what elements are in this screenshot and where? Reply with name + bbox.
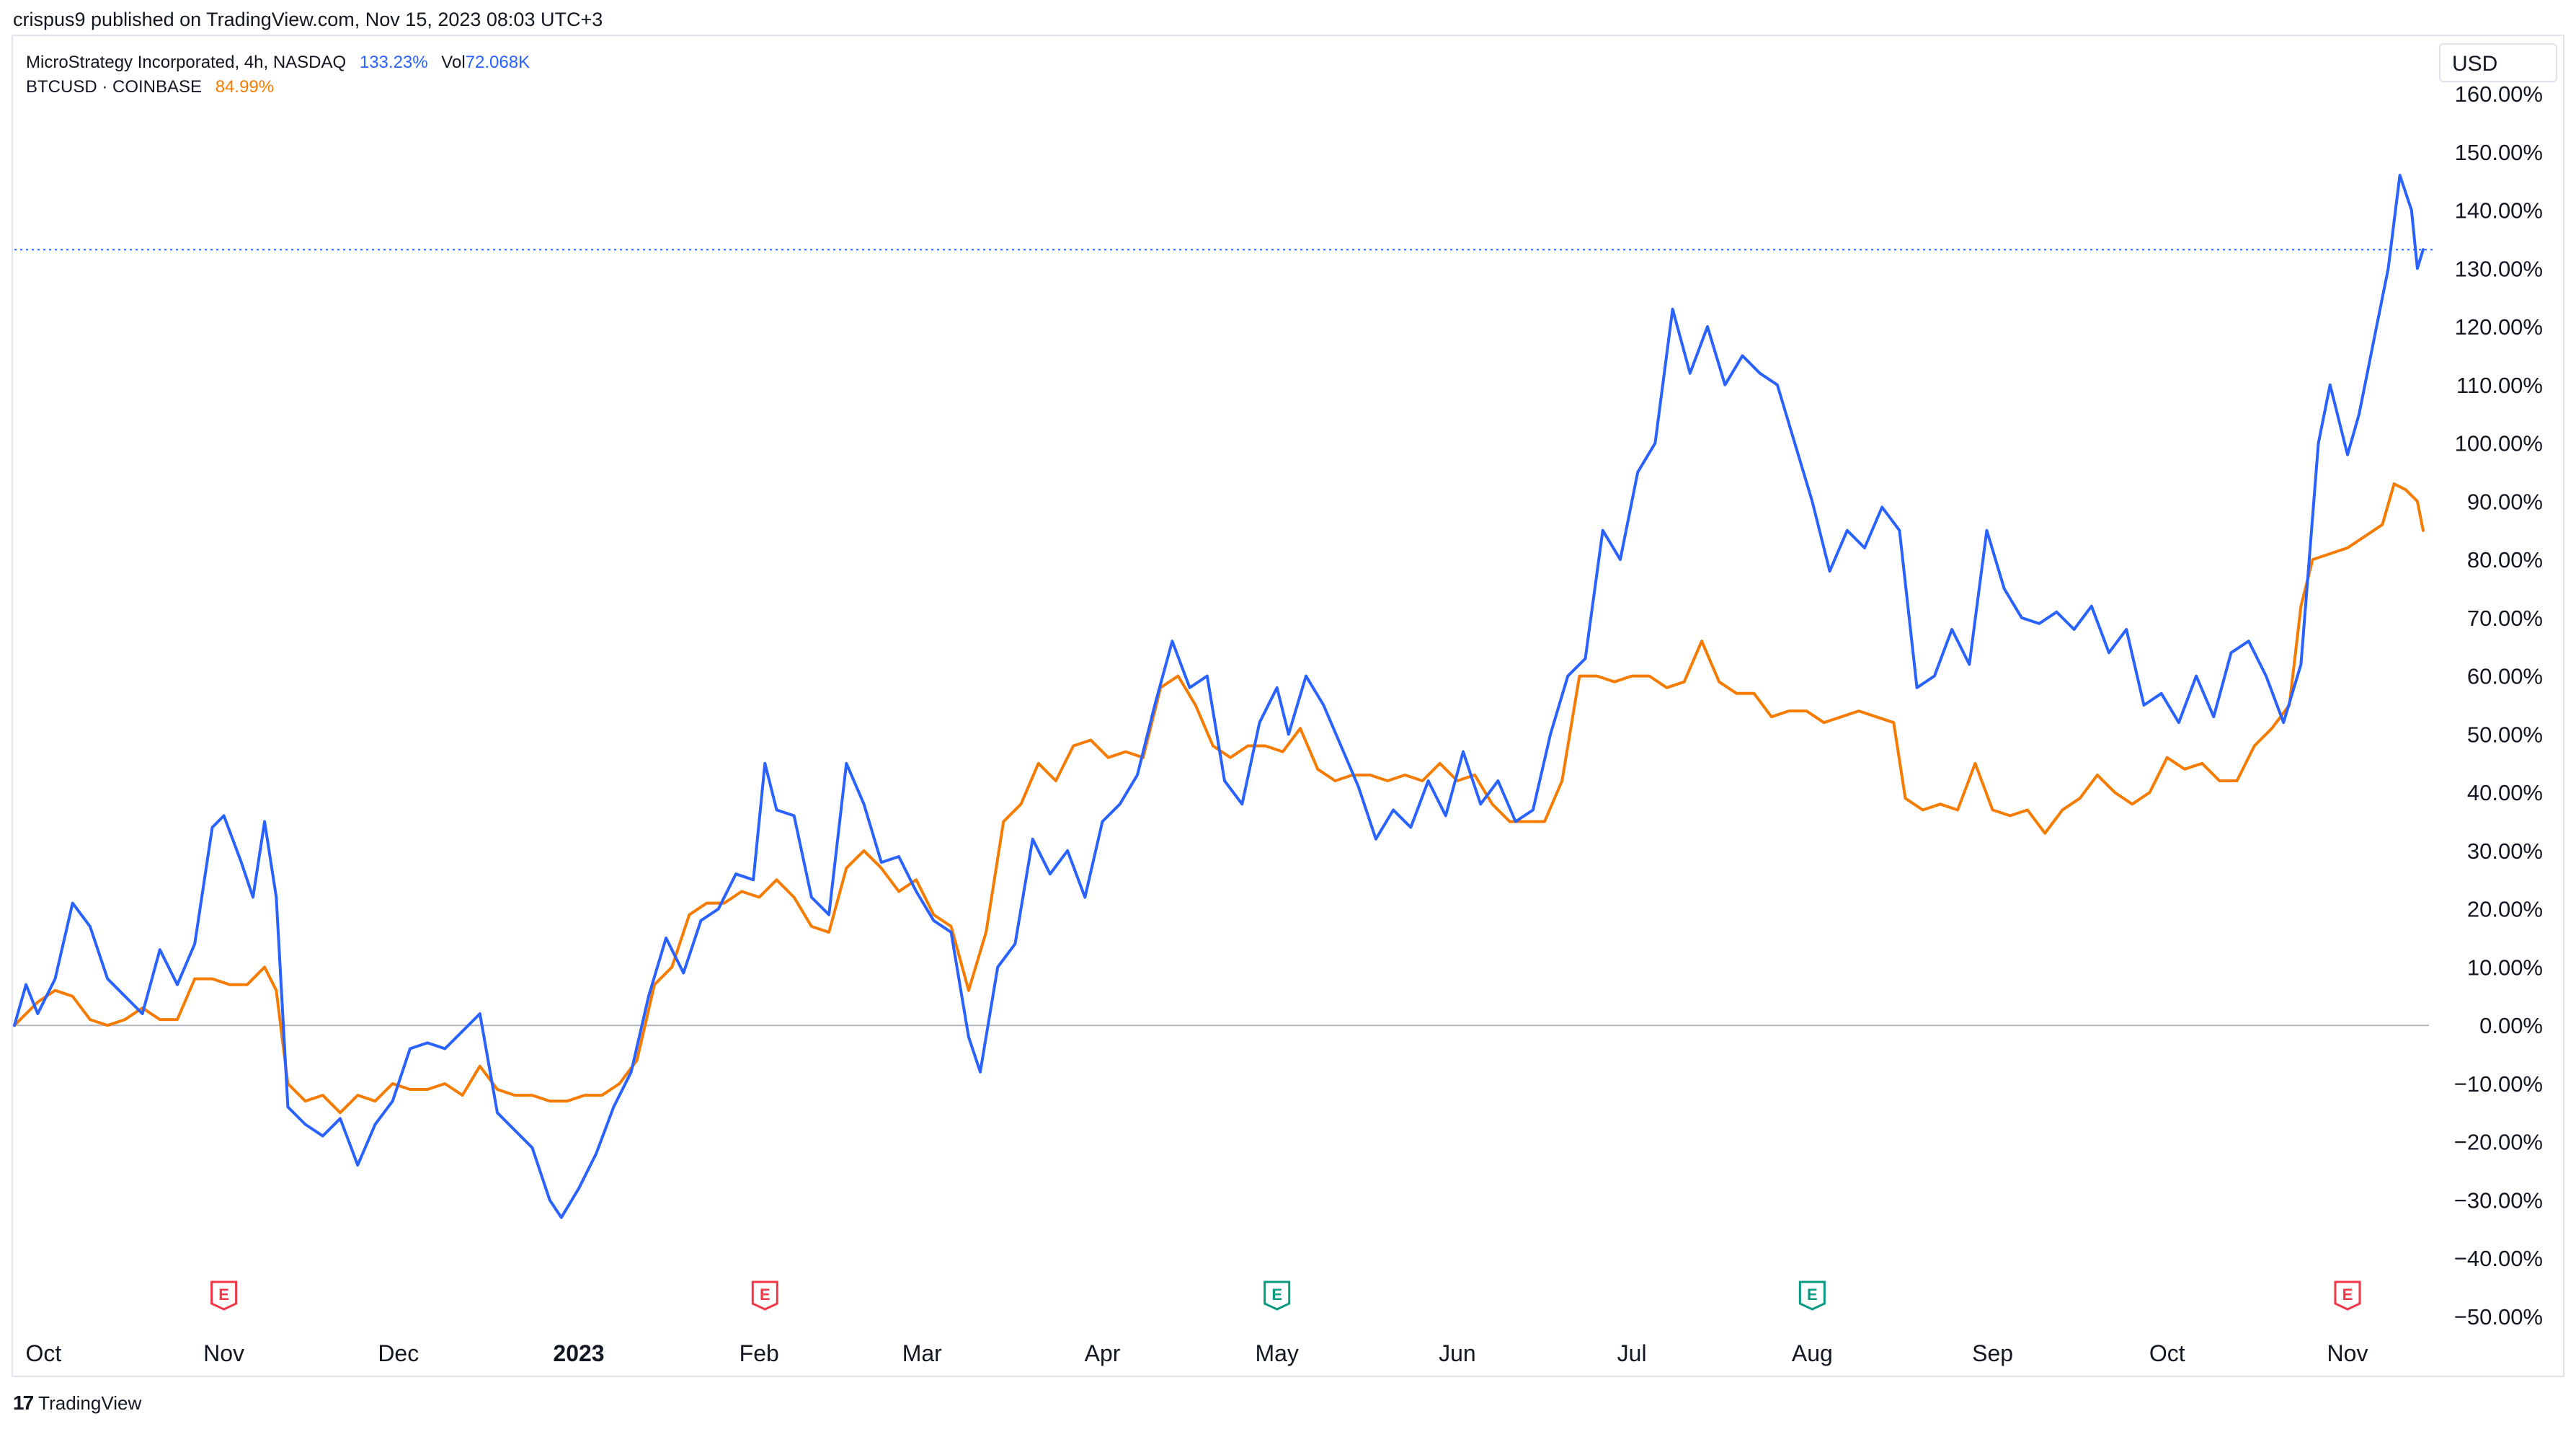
y-tick-label: −20.00% [2454,1130,2543,1155]
y-axis[interactable]: 160.00% 150.00% 140.00% 130.00% 120.00% 110.0… [2454,81,2543,1330]
currency-button[interactable]: USD [2439,43,2557,82]
legend-mstr-name: MicroStrategy Incorporated, 4h, NASDAQ [26,53,347,72]
y-tick-label: 90.00% [2467,489,2543,514]
earnings-marker-label: E [1807,1286,1818,1304]
legend-vol-label: Vol [441,53,466,72]
earnings-marker-label: E [218,1286,229,1304]
y-tick-label: 0.00% [2479,1013,2543,1038]
earnings-marker-shape [751,1280,778,1311]
y-tick-label: 70.00% [2467,606,2543,631]
x-tick-label: Nov [2327,1340,2368,1366]
legend-row-mstr[interactable]: MicroStrategy Incorporated, 4h, NASDAQ 1… [26,50,530,75]
earnings-marker-red[interactable]: E [2334,1280,2361,1311]
chart-legend: MicroStrategy Incorporated, 4h, NASDAQ 1… [26,50,530,99]
y-tick-label: 60.00% [2467,664,2543,689]
x-tick-label: Nov [203,1340,244,1366]
x-tick-label: Sep [1972,1340,2013,1366]
earnings-marker-green[interactable]: E [1263,1280,1291,1311]
earnings-marker-red[interactable]: E [751,1280,778,1311]
legend-btc-name: BTCUSD · COINBASE [26,77,203,97]
x-axis[interactable]: Oct Nov Dec 2023 Feb Mar Apr May Jun Jul Aug Sep Oct… [25,1340,2368,1366]
tradingview-logo-icon: 17 [13,1392,34,1414]
y-tick-label: 10.00% [2467,955,2543,980]
x-tick-label: May [1255,1340,1298,1366]
y-tick-label: −30.00% [2454,1187,2543,1213]
y-tick-label: 110.00% [2456,373,2543,398]
y-tick-label: 150.00% [2455,140,2543,165]
y-tick-label: −10.00% [2454,1071,2543,1097]
btc-series-line[interactable] [13,482,2425,1115]
earnings-marker-shape [1798,1280,1826,1311]
mstr-series-line[interactable] [13,174,2425,1219]
y-tick-label: −40.00% [2454,1246,2543,1271]
x-tick-label: Jun [1439,1340,1476,1366]
legend-mstr-value: 133.23% [359,53,428,72]
y-tick-label: −50.00% [2454,1304,2543,1330]
legend-row-btc[interactable]: BTCUSD · COINBASE 84.99% [26,75,530,99]
x-tick-label: Mar [902,1340,942,1366]
earnings-marker-green[interactable]: E [1798,1280,1826,1311]
tradingview-footer[interactable]: 17 TradingView [13,1392,141,1415]
y-tick-label: 100.00% [2455,431,2543,456]
y-tick-label: 140.00% [2455,198,2543,224]
series-lines [13,174,2425,1219]
earnings-marker-label: E [760,1286,770,1304]
earnings-marker-shape [2334,1280,2361,1311]
x-tick-label: Apr [1085,1340,1121,1366]
x-tick-label: Feb [740,1340,779,1366]
earnings-marker-shape [210,1280,238,1311]
y-tick-label: 160.00% [2455,81,2543,107]
chart-frame [12,35,2564,1377]
earnings-marker-shape [1263,1280,1291,1311]
earnings-marker-label: E [1271,1286,1282,1304]
reference-lines [14,249,2433,1027]
legend-vol-value: 72.068K [465,53,530,72]
x-tick-label: Oct [2149,1340,2185,1366]
legend-btc-value: 84.99% [215,77,275,97]
published-caption: crispus9 published on TradingView.com, N… [13,9,603,30]
x-tick-label: Dec [378,1340,419,1366]
y-tick-label: 30.00% [2467,839,2543,864]
x-tick-label: 2023 [553,1340,604,1366]
y-tick-label: 20.00% [2467,897,2543,922]
earnings-marker-red[interactable]: E [210,1280,238,1311]
y-tick-label: 50.00% [2467,722,2543,747]
x-tick-label: Jul [1617,1340,1647,1366]
tradingview-brand: TradingView [38,1392,142,1414]
y-tick-label: 120.00% [2455,314,2543,340]
x-tick-label: Oct [25,1340,61,1366]
x-tick-label: Aug [1792,1340,1833,1366]
earnings-marker-label: E [2342,1286,2353,1304]
y-tick-label: 80.00% [2467,547,2543,572]
y-tick-label: 130.00% [2455,256,2543,281]
y-tick-label: 40.00% [2467,780,2543,805]
